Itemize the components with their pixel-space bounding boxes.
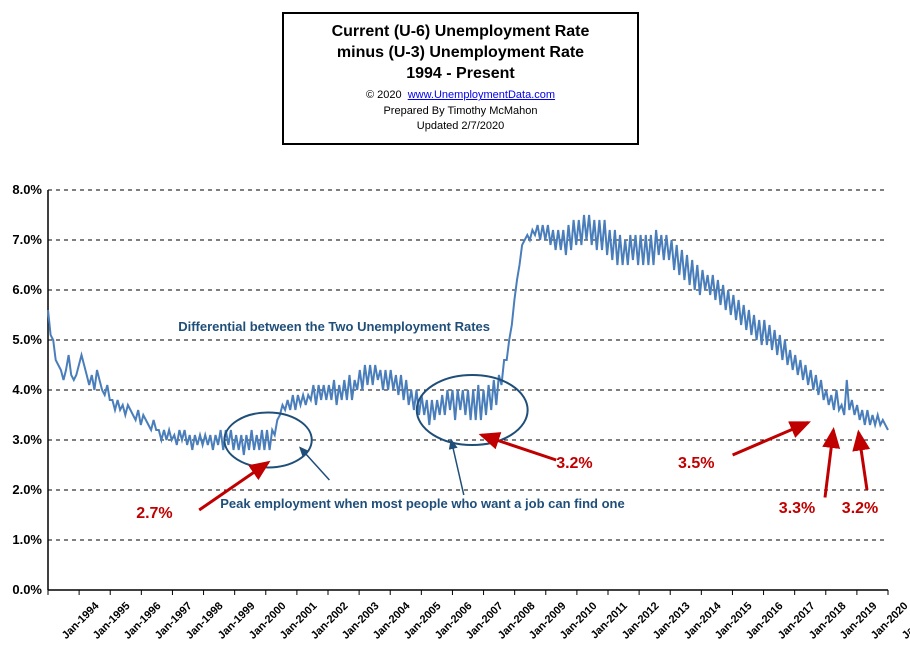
chart-annotation: 3.2% [842, 500, 878, 518]
y-axis-label: 1.0% [4, 532, 42, 547]
chart-annotation: Differential between the Two Unemploymen… [178, 319, 490, 334]
chart-annotation: 3.5% [678, 455, 714, 473]
y-axis-label: 7.0% [4, 232, 42, 247]
y-axis-label: 2.0% [4, 482, 42, 497]
y-axis-label: 3.0% [4, 432, 42, 447]
y-axis-label: 5.0% [4, 332, 42, 347]
chart-annotation: 3.2% [556, 455, 592, 473]
y-axis-label: 8.0% [4, 182, 42, 197]
chart-annotation: 2.7% [136, 505, 172, 523]
chart-annotation: 3.3% [779, 500, 815, 518]
chart-annotation: Peak employment when most people who wan… [220, 496, 625, 511]
y-axis-label: 6.0% [4, 282, 42, 297]
y-axis-label: 4.0% [4, 382, 42, 397]
y-axis-label: 0.0% [4, 582, 42, 597]
